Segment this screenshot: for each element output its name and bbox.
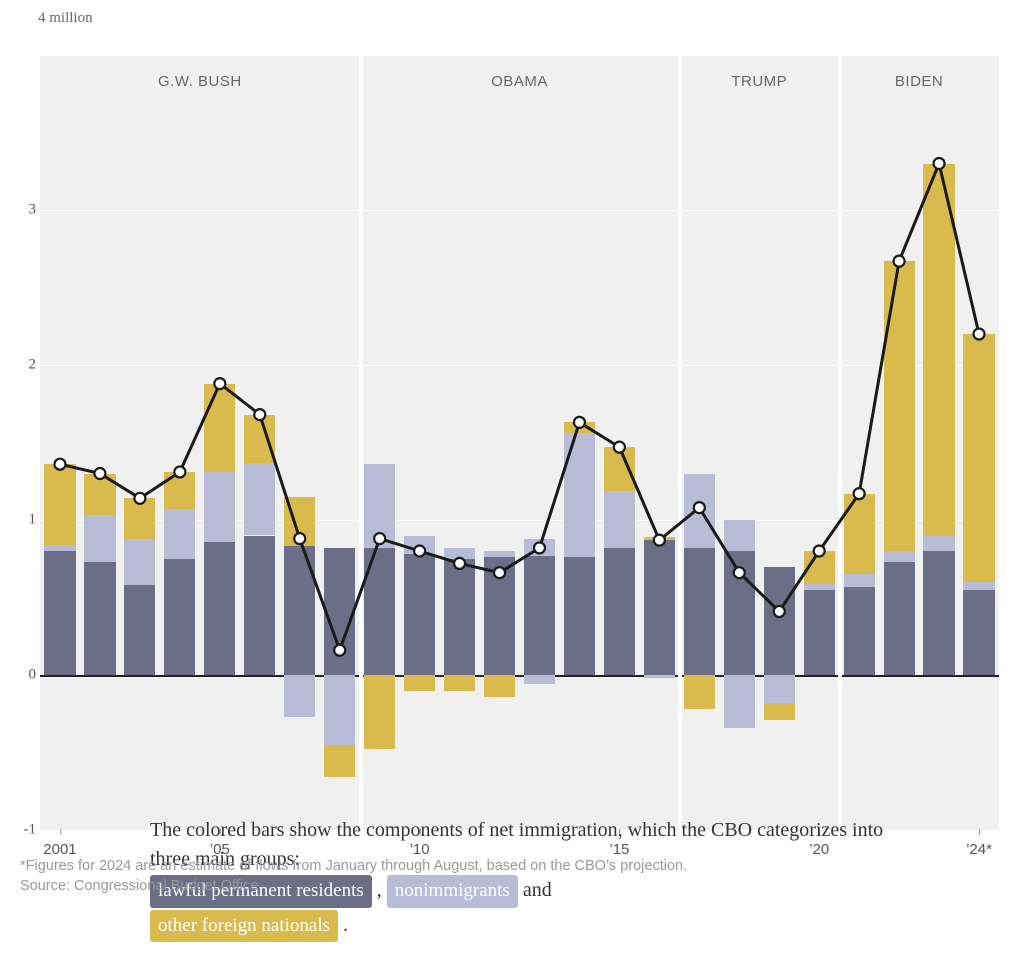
net-marker (694, 502, 705, 513)
net-marker (614, 442, 625, 453)
y-tick-label: 3 (12, 202, 36, 219)
net-marker (374, 533, 385, 544)
net-marker (94, 468, 105, 479)
net-marker (134, 493, 145, 504)
net-marker (774, 606, 785, 617)
y-tick-label: -1 (12, 822, 36, 839)
footnote-asterisk: *Figures for 2024 are an estimate of flo… (20, 858, 687, 874)
net-marker (174, 466, 185, 477)
net-marker (854, 488, 865, 499)
x-tick-label: ’24* (966, 841, 992, 858)
net-marker (494, 567, 505, 578)
y-tick-label: 2 (12, 357, 36, 374)
net-marker (654, 535, 665, 546)
net-marker (934, 158, 945, 169)
net-marker (454, 558, 465, 569)
legend-chip: nonimmigrants (387, 875, 518, 908)
net-marker (214, 378, 225, 389)
immigration-chart: 4 million -10123G.W. BUSHOBAMATRUMPBIDEN… (10, 10, 1014, 830)
net-marker (734, 567, 745, 578)
y-tick-label: 1 (12, 512, 36, 529)
y-axis-top-label: 4 million (38, 10, 93, 27)
net-line (40, 55, 999, 830)
net-marker (254, 409, 265, 420)
net-marker (894, 256, 905, 267)
net-marker (334, 645, 345, 656)
net-marker (414, 546, 425, 557)
caption: The colored bars show the components of … (150, 816, 890, 943)
y-tick-label: 0 (12, 667, 36, 684)
net-marker (574, 417, 585, 428)
plot-area: -10123G.W. BUSHOBAMATRUMPBIDEN (40, 55, 999, 830)
x-tick-label: 2001 (43, 841, 76, 858)
net-marker (814, 546, 825, 557)
legend-chip: other foreign nationals (150, 910, 338, 943)
net-marker (294, 533, 305, 544)
net-marker (534, 542, 545, 553)
footnote-source: Source: Congressional Budget Office (20, 878, 258, 894)
net-marker (974, 329, 985, 340)
net-marker (54, 459, 65, 470)
